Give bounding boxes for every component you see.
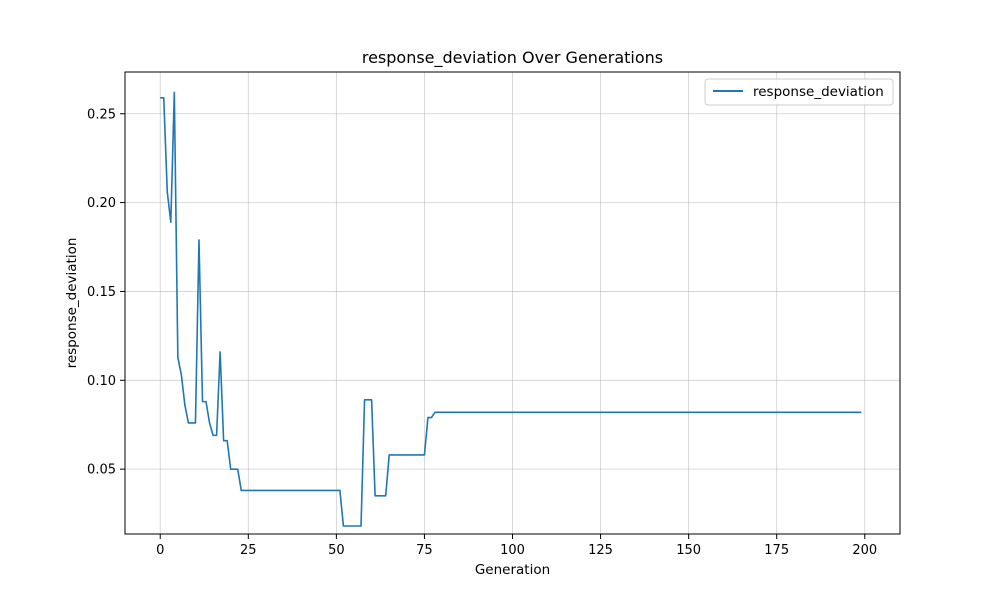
x-tick-label: 175 — [764, 543, 789, 558]
y-tick-label: 0.20 — [87, 196, 116, 211]
y-tick-label: 0.10 — [87, 374, 116, 389]
axis-ticks: 0 25 50 75 100 125 150 175 200 0.05 0.10 0.15 0.20 0.… — [87, 107, 877, 558]
legend-box — [704, 78, 894, 106]
x-axis-label: Generation — [475, 562, 550, 578]
x-tick-label: 100 — [500, 543, 525, 558]
legend-label: response_deviation — [753, 84, 884, 100]
x-tick-label: 150 — [676, 543, 701, 558]
y-tick-label: 0.05 — [87, 463, 116, 478]
legend: response_deviation — [704, 78, 894, 106]
x-tick-label: 25 — [240, 543, 257, 558]
series-layer — [160, 91, 862, 527]
y-axis-label: response_deviation — [64, 238, 80, 369]
series-line-response_deviation — [160, 91, 862, 527]
chart-title: response_deviation Over Generations — [362, 48, 663, 68]
y-tick-label: 0.15 — [87, 285, 116, 300]
x-tick-label: 75 — [416, 543, 433, 558]
x-tick-label: 0 — [156, 543, 164, 558]
x-tick-label: 200 — [852, 543, 877, 558]
y-tick-label: 0.25 — [87, 107, 116, 122]
x-tick-label: 125 — [588, 543, 613, 558]
x-tick-label: 50 — [328, 543, 345, 558]
grid — [125, 72, 900, 534]
